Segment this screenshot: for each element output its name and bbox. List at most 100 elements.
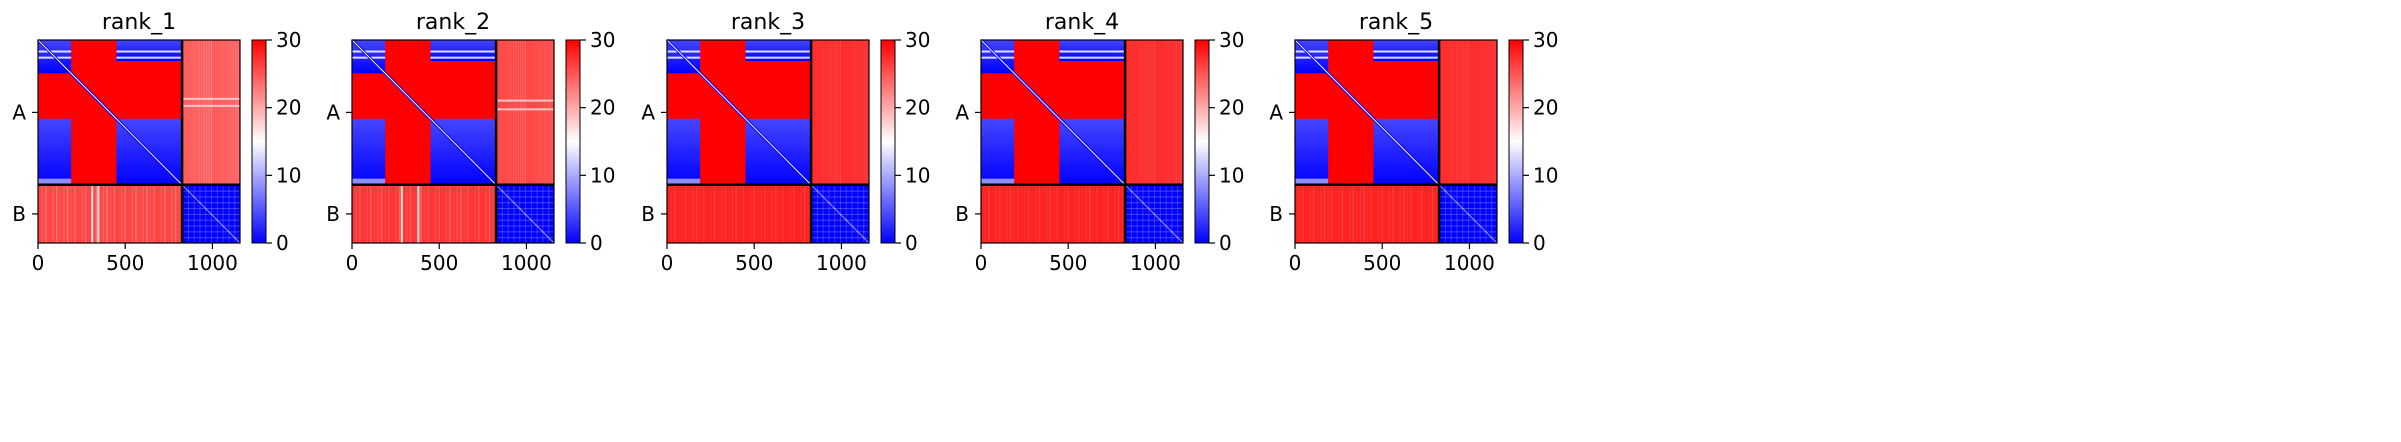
lower-stripe — [984, 184, 987, 243]
upper-stripe — [1164, 40, 1165, 185]
bb-texture — [216, 184, 218, 243]
panel-title: rank_5 — [1359, 10, 1433, 35]
lower-stripe — [1410, 184, 1412, 243]
lower-stripe — [689, 185, 690, 243]
colorbar-tick-label: 0 — [276, 231, 289, 255]
bb-texture — [822, 184, 824, 243]
bb-texture — [1462, 184, 1464, 243]
lower-stripe — [699, 184, 701, 243]
upper-stripe — [816, 40, 817, 185]
row-line — [1373, 56, 1440, 59]
bb-texture — [1159, 184, 1161, 243]
lower-stripe — [478, 184, 480, 243]
heatmap-panel-1: rank_1 0 500 1000 A B 0 10 20 30 — [12, 10, 301, 275]
colorbar-frame — [565, 39, 581, 244]
lower-stripe — [168, 185, 169, 243]
lower-stripe — [1352, 184, 1355, 243]
bb-texture — [834, 184, 836, 243]
upper-stripe — [541, 40, 543, 185]
lower-stripe — [380, 184, 383, 243]
lower-stripe — [768, 185, 769, 243]
upper-stripe — [1455, 40, 1457, 185]
y-tick-label: B — [955, 202, 969, 226]
lower-stripe — [359, 184, 361, 243]
upper-stripe — [189, 40, 191, 185]
row-line — [745, 50, 812, 53]
upper-stripe — [1478, 40, 1479, 185]
x-tick-label: 500 — [420, 251, 458, 275]
bb-diagonal — [1124, 184, 1184, 244]
lower-stripe — [1406, 184, 1409, 243]
bb-texture — [496, 208, 554, 210]
x-tick-label: 500 — [106, 251, 144, 275]
upper-stripe — [530, 40, 531, 185]
lower-stripe — [1114, 184, 1116, 243]
bb-texture — [1439, 190, 1497, 192]
bb-texture — [496, 237, 554, 239]
bb-texture — [1439, 231, 1497, 233]
lower-stripe — [1017, 184, 1019, 243]
upper-stripe — [1170, 40, 1172, 185]
lower-stripe — [56, 184, 58, 243]
colorbar-tick-label: 10 — [905, 163, 930, 187]
lower-stripe — [1024, 184, 1026, 243]
lower-stripe — [1045, 184, 1048, 243]
lower-stripe — [739, 184, 741, 243]
lower-stripe — [1107, 184, 1109, 243]
upper-stripe — [549, 40, 551, 185]
bb-texture — [1125, 219, 1183, 221]
bb-texture — [851, 184, 853, 243]
lower-stripe — [1338, 184, 1340, 243]
colorbar-tick-label: 0 — [590, 231, 603, 255]
lower-stripe — [778, 184, 781, 243]
lower-stripe — [1035, 184, 1037, 243]
lower-stripe — [485, 184, 487, 243]
x-tick-label: 500 — [1363, 251, 1401, 275]
heatmap-panel-3: rank_3 0 500 1000 A B 0 10 20 30 — [641, 10, 930, 275]
bb-texture — [1491, 184, 1493, 243]
lower-stripe — [992, 185, 993, 243]
lower-stripe — [1435, 185, 1436, 243]
upper-stripe — [525, 40, 527, 185]
lower-stripe — [1367, 184, 1369, 243]
lower-stripe — [1370, 184, 1373, 243]
lower-stripe — [174, 184, 177, 243]
lower-stripe — [1306, 185, 1307, 243]
upper-stripe — [184, 40, 185, 185]
upper-stripe — [1161, 40, 1162, 185]
upper-stripe — [837, 40, 839, 185]
bb-texture — [1125, 237, 1183, 239]
upper-stripe — [830, 40, 832, 185]
lower-stripe — [1428, 184, 1430, 243]
lower-stripe — [670, 184, 673, 243]
lower-stripe — [1031, 185, 1032, 243]
upper-stripe — [517, 40, 519, 185]
bb-texture — [548, 184, 550, 243]
colorbar-tick-label: 20 — [1533, 96, 1558, 120]
x-tick-label: 1000 — [501, 251, 552, 275]
bb-texture — [182, 225, 240, 227]
lower-stripe — [131, 184, 134, 243]
upper-stripe — [1492, 40, 1494, 185]
lower-stripe — [452, 184, 455, 243]
lower-stripe — [1009, 184, 1012, 243]
upper-stripe — [498, 40, 499, 185]
upper-stripe — [852, 40, 854, 185]
lower-stripe — [1388, 184, 1391, 243]
lower-stripe — [1027, 184, 1030, 243]
bb-texture — [1125, 196, 1183, 198]
colorbar-tick-label: 30 — [276, 28, 301, 52]
lower-stripe — [366, 184, 368, 243]
colorbar-tick-label: 20 — [1219, 96, 1244, 120]
upper-stripe — [1468, 40, 1470, 185]
upper-stripe — [856, 40, 858, 185]
row-line — [667, 50, 701, 53]
cross-block-lower-shade — [352, 118, 386, 185]
bb-texture — [530, 184, 532, 243]
upper-stripe — [861, 40, 863, 185]
lower-stripe — [160, 184, 162, 243]
upper-stripe — [544, 40, 546, 185]
lower-stripe — [1085, 184, 1087, 243]
cross-block-lower-shade — [667, 118, 701, 185]
